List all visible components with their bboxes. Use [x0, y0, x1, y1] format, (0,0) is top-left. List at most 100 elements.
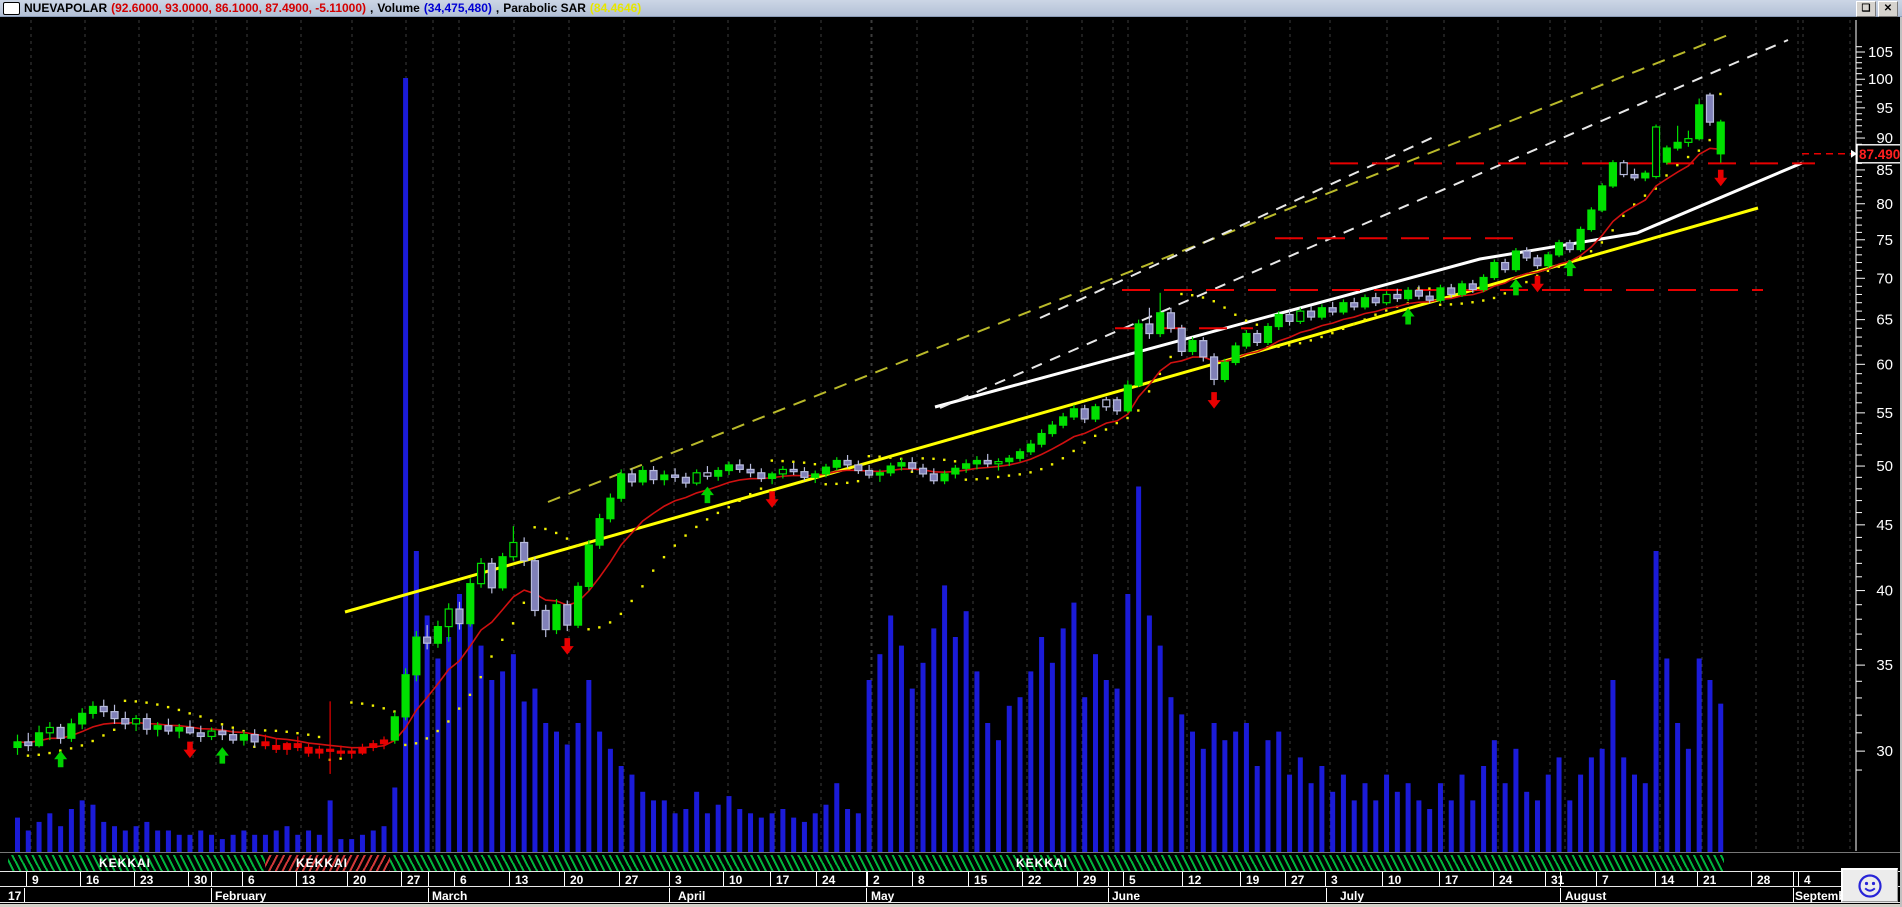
title-ticker: NUEVAPOLAR [24, 1, 108, 15]
close-button[interactable]: ✕ [1878, 1, 1898, 17]
channel-white-dashed-long [939, 39, 1789, 409]
week-date-label: 14 [1661, 873, 1675, 887]
week-separator [1285, 872, 1286, 886]
svg-text:50: 50 [1876, 458, 1893, 475]
svg-text:95: 95 [1876, 100, 1893, 117]
week-date-label: 9 [32, 873, 39, 887]
week-date-label: 7 [1602, 873, 1609, 887]
month-separator [1793, 888, 1794, 902]
week-date-label: 13 [515, 873, 529, 887]
week-separator [816, 872, 817, 886]
week-date-label: 24 [1499, 873, 1513, 887]
svg-text:30: 30 [1876, 743, 1893, 760]
smiley-face-icon [1858, 873, 1882, 898]
month-label: May [871, 889, 895, 903]
kekkai-label: KEKKAI [295, 856, 349, 870]
week-separator [1077, 872, 1078, 886]
month-label-row: 17 February March April May June July August Sep… [0, 888, 1902, 903]
chart-area[interactable]: 30 35 40 45 50 55 60 65 70 75 80 85 90 95 100 105 87.490… [0, 17, 1902, 852]
sell-arrow-icon [560, 638, 574, 655]
svg-text:60: 60 [1876, 356, 1893, 373]
kekkai-zone-red [265, 855, 390, 871]
week-date-label: 20 [570, 873, 584, 887]
week-separator [401, 872, 402, 886]
week-separator [1596, 872, 1597, 886]
week-separator [1182, 872, 1183, 886]
week-separator [1751, 872, 1752, 886]
month-separator [1326, 888, 1327, 902]
week-separator [509, 872, 510, 886]
week-date-label: 10 [729, 873, 743, 887]
week-separator [242, 872, 243, 886]
kekkai-label: KEKKAI [98, 856, 152, 870]
week-separator [1108, 872, 1109, 886]
volume-bars [15, 78, 1724, 852]
month-separator [866, 888, 867, 902]
week-date-label: 29 [1083, 873, 1097, 887]
channel-olive-dashed [547, 34, 1729, 503]
svg-text:87.4900: 87.4900 [1859, 147, 1902, 162]
buy-arrow-icon [1401, 308, 1415, 325]
status-corner-panel [1841, 868, 1898, 902]
month-label: 17 [8, 889, 22, 903]
title-sar-label: Parabolic SAR [503, 1, 586, 15]
week-separator [211, 872, 212, 886]
title-separator: , [370, 1, 374, 15]
week-date-label: 27 [625, 873, 639, 887]
week-separator [296, 872, 297, 886]
week-date-label: 17 [776, 873, 790, 887]
month-separator [1108, 888, 1109, 902]
week-date-label: 19 [1246, 873, 1260, 887]
svg-text:90: 90 [1876, 130, 1893, 147]
week-separator [669, 872, 670, 886]
kekkai-zone-green [390, 855, 1724, 871]
price-axis: 30 35 40 45 50 55 60 65 70 75 80 85 90 95 100 105 [1855, 20, 1893, 851]
sell-arrow-icon [765, 491, 779, 508]
month-label: July [1340, 889, 1365, 903]
restore-button[interactable]: ❏ [1856, 1, 1876, 17]
svg-text:40: 40 [1876, 583, 1893, 600]
title-sar-value: (84.4646) [589, 1, 642, 15]
month-label: August [1565, 889, 1607, 903]
svg-text:75: 75 [1876, 232, 1893, 249]
title-volume-value: (34,475,480) [423, 1, 492, 15]
signal-arrows [54, 169, 1728, 768]
svg-text:100: 100 [1868, 71, 1893, 88]
svg-text:45: 45 [1876, 517, 1893, 534]
svg-text:35: 35 [1876, 657, 1893, 674]
kekkai-label: KEKKAI [1015, 856, 1069, 870]
sell-arrow-icon [183, 741, 197, 759]
week-date-label: 6 [248, 873, 255, 887]
month-label: February [215, 889, 267, 903]
week-date-label: 24 [822, 873, 836, 887]
week-date-label: 8 [918, 873, 925, 887]
svg-text:80: 80 [1876, 196, 1893, 213]
week-date-label: 12 [1188, 873, 1202, 887]
title-bar: NUEVAPOLAR (92.6000, 93.0000, 86.1000, 8… [0, 0, 1902, 17]
week-date-label: 28 [1757, 873, 1771, 887]
week-separator [770, 872, 771, 886]
week-separator [188, 872, 189, 886]
week-separator [1560, 872, 1561, 886]
week-date-label: 2 [873, 873, 880, 887]
smiley-button[interactable] [1853, 871, 1887, 900]
date-tick-row: 9 16 23 30 6 13 20 27 6 13 20 27 3 10 17 24 2 8 15 22 29 5 12 1… [0, 871, 1902, 887]
svg-text:65: 65 [1876, 312, 1893, 329]
week-separator [1439, 872, 1440, 886]
buy-arrow-icon [54, 750, 68, 768]
week-date-label: 21 [1703, 873, 1717, 887]
week-date-label: 17 [1445, 873, 1459, 887]
week-date-label: 31 [1551, 873, 1565, 887]
week-separator [80, 872, 81, 886]
svg-text:70: 70 [1876, 270, 1893, 287]
chart-bottom-divider [0, 852, 1902, 853]
title-separator2: , [495, 1, 500, 15]
month-label: April [678, 889, 706, 903]
candlesticks [13, 92, 1725, 774]
month-separator [428, 888, 429, 902]
week-separator [1655, 872, 1656, 886]
kekkai-band: KEKKAI KEKKAI KEKKAI [0, 855, 1902, 871]
week-separator [1123, 872, 1124, 886]
month-label: March [432, 889, 468, 903]
